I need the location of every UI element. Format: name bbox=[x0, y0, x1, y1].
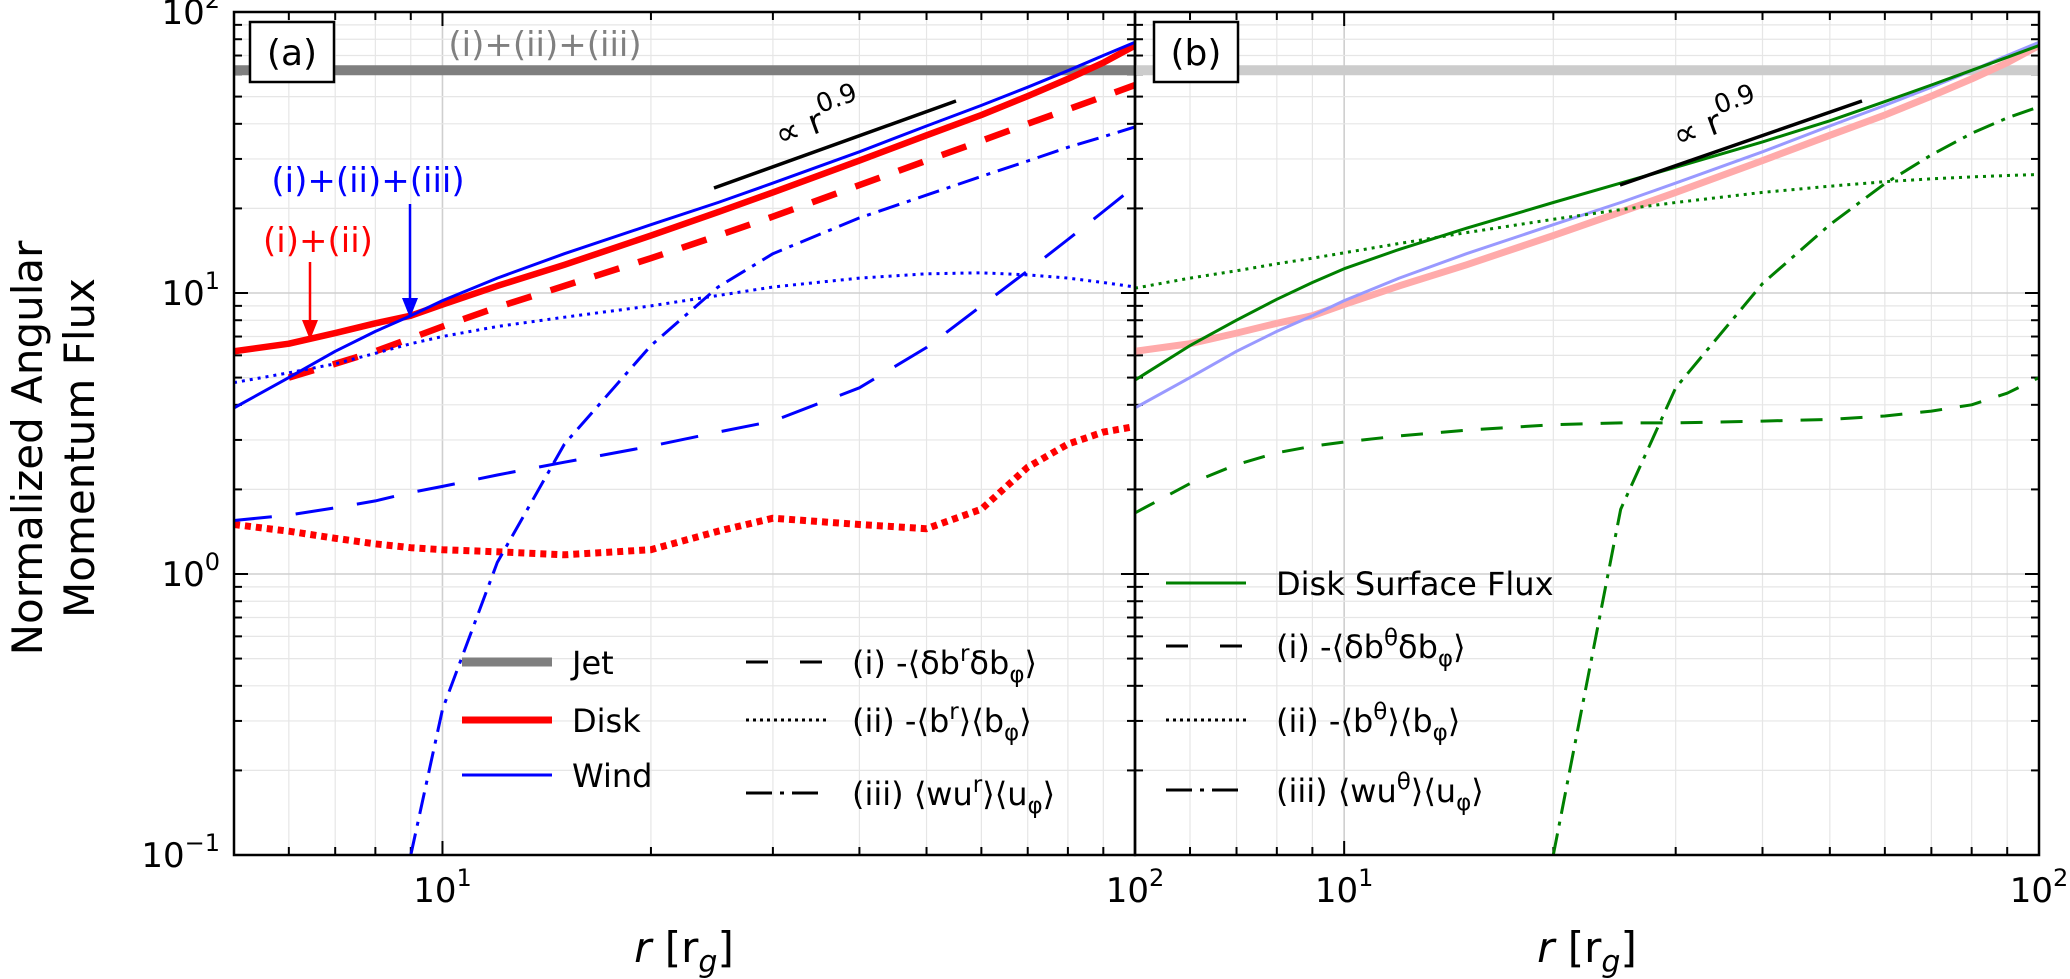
legend-surface-label: Disk Surface Flux bbox=[1276, 565, 1554, 603]
x-tick-label: 101 bbox=[413, 864, 472, 911]
slope-exp-b: 0.9 bbox=[1710, 79, 1759, 121]
x-tick-label: 102 bbox=[2010, 864, 2069, 911]
panel-b-label-box bbox=[1152, 20, 1240, 84]
legend-a-comp-ii-label: (ii) -⟨br⟩⟨bφ⟩ bbox=[852, 699, 1032, 746]
series-disk-surface-ii bbox=[1135, 173, 2039, 290]
panel-a-label-box bbox=[248, 20, 336, 84]
y-axis-title-line1: Normalized Angular bbox=[3, 240, 52, 656]
legend-b-comp-ii-label: (ii) -⟨bθ⟩⟨bφ⟩ bbox=[1276, 699, 1460, 746]
slope-label-a: ∝ r0.9 bbox=[766, 78, 868, 156]
y-tick-label: 100 bbox=[161, 548, 220, 595]
x-axis-title-a: r [rg] bbox=[634, 923, 734, 979]
panel-b-frame bbox=[1133, 10, 2041, 857]
series-wind-i-ii-iii bbox=[234, 40, 1135, 410]
panel-a: 101 102 10−1 100 101 102 (a) (i)+(ii)+(iii) (… bbox=[141, 0, 1164, 911]
panel-b: 101 102 (b) ∝ r0.9 Disk Surface Flux (i) … bbox=[1133, 10, 2069, 911]
y-tick-label: 102 bbox=[161, 0, 220, 33]
x-tick-label: 102 bbox=[1106, 864, 1165, 911]
x-axis-title-b: r [rg] bbox=[1537, 923, 1637, 979]
legend-b: Disk Surface Flux (i) -⟨δbθδbφ⟩ (ii) -⟨b… bbox=[1166, 565, 1554, 816]
series-disk-surface-flux bbox=[1135, 44, 2039, 382]
legend-a-comp-i-label: (i) -⟨δbrδbφ⟩ bbox=[852, 641, 1037, 688]
series-wind-iii bbox=[409, 125, 1135, 855]
panel-a-label-text: (a) bbox=[267, 33, 317, 74]
panel-b-grid bbox=[1134, 12, 2040, 856]
series-wind-i bbox=[234, 185, 1135, 522]
legend-wind-label: Wind bbox=[572, 757, 652, 795]
series-disk-surface-iii bbox=[1551, 105, 2039, 855]
slope-line-a bbox=[713, 99, 957, 190]
panel-b-series bbox=[1135, 40, 2039, 855]
slope-exp-a: 0.9 bbox=[812, 78, 861, 120]
panel-a-series bbox=[234, 40, 1135, 855]
slope-line-b bbox=[1619, 99, 1863, 187]
series-disk-i-ii bbox=[234, 42, 1135, 355]
wind-sum-arrow bbox=[402, 204, 418, 318]
x-tick-label: 101 bbox=[1315, 864, 1374, 911]
disk-sum-annotation: (i)+(ii) bbox=[263, 221, 373, 261]
legend-b-comp-i-label: (i) -⟨δbθδbφ⟩ bbox=[1276, 625, 1466, 672]
disk-sum-arrow bbox=[302, 262, 318, 340]
panel-a-ticks: 101 102 10−1 100 101 102 bbox=[141, 0, 1164, 911]
y-axis-title-line2: Momentum Flux bbox=[55, 278, 104, 618]
y-axis-title: Normalized Angular Momentum Flux bbox=[3, 240, 104, 656]
series-wind-ii bbox=[234, 271, 1135, 385]
legend-jet-label: Jet bbox=[570, 644, 614, 682]
legend-a-comp-iii-label: (iii) ⟨wur⟩⟨uφ⟩ bbox=[852, 772, 1055, 819]
jet-sum-annotation: (i)+(ii)+(iii) bbox=[448, 25, 641, 65]
wind-sum-annotation: (i)+(ii)+(iii) bbox=[271, 161, 464, 201]
legend-a: Jet Disk Wind (i) -⟨δbrδbφ⟩ (ii) -⟨br⟩⟨b… bbox=[462, 641, 1055, 819]
y-tick-label: 101 bbox=[161, 267, 220, 314]
series-disk-surface-i bbox=[1135, 376, 2039, 515]
series-disk-ii bbox=[234, 423, 1135, 559]
y-tick-label: 10−1 bbox=[141, 829, 220, 876]
svg-text:∝ r0.9: ∝ r0.9 bbox=[766, 78, 868, 156]
legend-disk-label: Disk bbox=[572, 702, 641, 740]
panel-b-label-text: (b) bbox=[1171, 33, 1222, 74]
panel-a-label: (a) bbox=[248, 20, 336, 84]
panel-b-label: (b) bbox=[1152, 20, 1240, 84]
series-disk-total-faded bbox=[1135, 42, 2039, 355]
series-disk-i bbox=[287, 81, 1135, 381]
legend-b-comp-iii-label: (iii) ⟨wuθ⟩⟨uφ⟩ bbox=[1276, 769, 1484, 816]
panel-b-ticks: 101 102 bbox=[1134, 12, 2069, 911]
